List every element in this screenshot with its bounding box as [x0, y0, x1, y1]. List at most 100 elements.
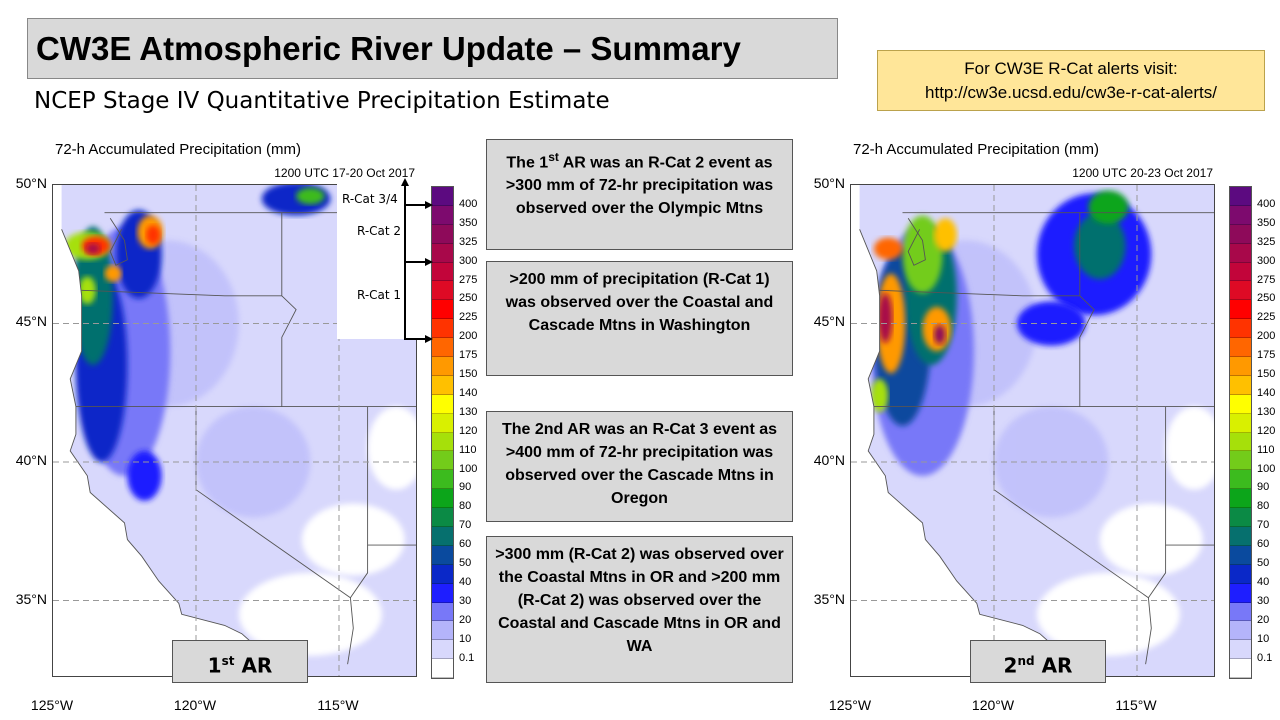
precip-area — [902, 215, 943, 294]
map-title: 72-h Accumulated Precipitation (mm) — [55, 141, 301, 158]
summary-text: The 1 — [506, 154, 549, 172]
dry-area — [367, 406, 416, 490]
precipitation-map — [52, 184, 417, 677]
colorbar-bin — [432, 357, 453, 376]
colorbar-label: 350 — [459, 216, 478, 229]
alert-text: For CW3E R-Cat alerts visit: — [964, 59, 1178, 78]
colorbar-bin — [432, 375, 453, 395]
colorbar-bin — [432, 205, 453, 225]
colorbar-label: 40 — [1257, 575, 1270, 588]
colorbar-bin — [1230, 432, 1251, 452]
colorbar-bin — [432, 583, 453, 603]
dry-area — [238, 572, 382, 656]
summary-box-2nd-ar: The 2nd AR was an R-Cat 3 event as >400 … — [486, 411, 793, 522]
lon-tick-label: 120°W — [173, 697, 217, 713]
colorbar-label: 100 — [459, 462, 478, 475]
colorbar-bin — [1230, 564, 1251, 584]
colorbar-label: 175 — [459, 349, 478, 362]
colorbar-label: 90 — [1257, 481, 1270, 494]
colorbar-label: 250 — [1257, 292, 1276, 305]
colorbar-label: 140 — [1257, 386, 1276, 399]
precip-area — [85, 243, 101, 255]
colorbar-bin — [1230, 187, 1251, 206]
colorbar-label: 250 — [459, 292, 478, 305]
precip-area — [1088, 190, 1129, 224]
colorbar-bin — [432, 432, 453, 452]
colorbar-bin — [1230, 545, 1251, 565]
colorbar-label: 0.1 — [1257, 651, 1273, 664]
lon-tick-label: 125°W — [30, 697, 74, 713]
lat-tick-label: 45°N — [813, 313, 845, 329]
colorbar-label: 100 — [1257, 462, 1276, 475]
lat-tick-label: 50°N — [15, 175, 47, 191]
alert-url-link[interactable]: http://cw3e.ucsd.edu/cw3e-r-cat-alerts/ — [925, 83, 1217, 102]
colorbar-bin — [1230, 640, 1251, 660]
colorbar-label: 50 — [1257, 557, 1270, 569]
colorbar-label: 70 — [459, 519, 472, 532]
colorbar-bin — [1230, 205, 1251, 225]
colorbar-bin — [432, 470, 453, 490]
coastline — [859, 229, 1079, 676]
summary-box-rcat1: >200 mm of precipitation (R-Cat 1) was o… — [486, 261, 793, 376]
precip-area — [104, 265, 122, 282]
colorbar-label: 10 — [459, 632, 472, 645]
colorbar-label: 225 — [1257, 311, 1276, 324]
colorbar-bin — [1230, 489, 1251, 509]
state-border — [367, 406, 416, 546]
summary-box-1st-ar: The 1st AR was an R-Cat 2 event as >300 … — [486, 139, 793, 250]
map-date: 1200 UTC 17-20 Oct 2017 — [274, 166, 415, 180]
colorbar-label: 350 — [1257, 216, 1276, 229]
colorbar-bin — [1230, 375, 1251, 395]
colorbar-label: 40 — [459, 575, 472, 588]
colorbar-bin — [1230, 413, 1251, 433]
colorbar-bin — [1230, 262, 1251, 282]
colorbar-label: 325 — [1257, 235, 1276, 248]
colorbar-bin — [432, 243, 453, 263]
summary-sup: st — [548, 150, 559, 164]
colorbar-bin — [432, 319, 453, 339]
rcat-2-label: R-Cat 2 — [357, 224, 402, 238]
colorbar-bin — [1230, 583, 1251, 603]
colorbar-label: 200 — [459, 330, 478, 343]
colorbar-label: 110 — [459, 443, 477, 456]
colorbar-label: 10 — [1257, 632, 1270, 645]
colorbar-bin — [1230, 300, 1251, 320]
colorbar-bin — [1230, 451, 1251, 471]
page-subtitle: NCEP Stage IV Quantitative Precipitation… — [34, 88, 610, 114]
colorbar-label: 300 — [459, 254, 478, 267]
rcat-arrows — [401, 178, 433, 343]
lat-tick-label: 45°N — [15, 313, 47, 329]
colorbar-bin — [432, 545, 453, 565]
colorbar-bin — [432, 659, 453, 679]
colorbar-bin — [1230, 281, 1251, 301]
colorbar-label: 150 — [459, 368, 478, 380]
colorbar-label: 50 — [459, 557, 472, 569]
dry-area — [1099, 503, 1203, 576]
colorbar-bin — [432, 262, 453, 282]
colorbar-label: 275 — [459, 273, 478, 286]
colorbar-label: 225 — [459, 311, 478, 324]
dry-area — [301, 503, 405, 576]
colorbar-bin — [1230, 338, 1251, 358]
colorbar-label: 120 — [1257, 424, 1276, 437]
colorbar-bin — [1230, 224, 1251, 244]
summary-text: AR was an R-Cat 2 event as >300 mm of 72… — [505, 154, 774, 218]
colorbar-label: 200 — [1257, 330, 1276, 343]
page-title: CW3E Atmospheric River Update – Summary — [27, 18, 838, 79]
colorbar-label: 275 — [1257, 273, 1276, 286]
colorbar-label: 175 — [1257, 349, 1276, 362]
colorbar-bin — [432, 187, 453, 206]
precip-area — [871, 378, 889, 413]
colorbar-label: 300 — [1257, 254, 1276, 267]
colorbar-bin — [432, 621, 453, 641]
coastline — [61, 229, 281, 676]
colorbar-label: 140 — [459, 386, 478, 399]
colorbar-label: 400 — [459, 197, 478, 210]
precip-area — [873, 237, 903, 260]
colorbar-label: 130 — [1257, 405, 1276, 418]
colorbar-bin — [1230, 394, 1251, 414]
state-border — [1079, 212, 1095, 407]
colorbar-bin — [1230, 621, 1251, 641]
lat-tick-label: 35°N — [813, 591, 845, 607]
state-border — [281, 212, 297, 407]
